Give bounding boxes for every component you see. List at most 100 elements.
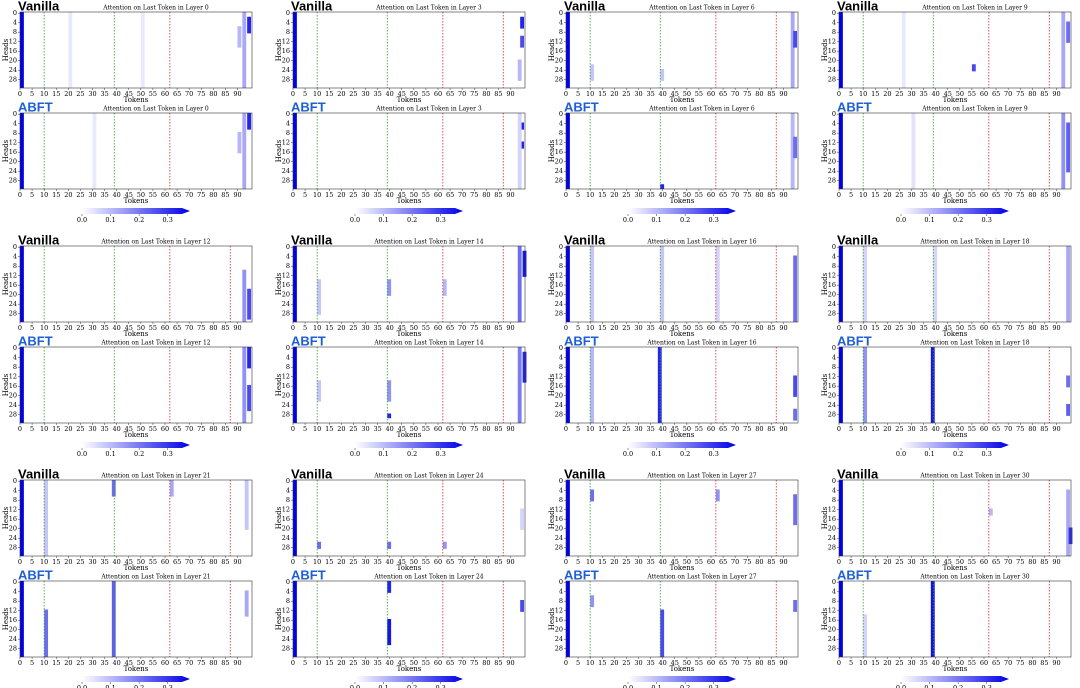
x-tick-label: 20 [883,425,891,433]
y-tick-label: 20 [555,392,563,400]
x-tick-label: 0 [564,90,568,98]
x-tick-label: 35 [919,558,927,566]
colorbar-tick-label: 0.3 [436,450,446,458]
heat-cell [793,375,798,397]
x-tick-label: 50 [683,191,691,199]
x-tick-label: 60 [980,425,988,433]
x-axis-label: Tokens [124,431,149,439]
panel-title: Attention on Last Token in Layer 18 [919,340,1029,347]
x-tick-label: 20 [337,90,345,98]
y-tick-label: 0 [286,344,290,352]
x-tick-label: 75 [197,659,205,667]
x-axis-label: Tokens [397,96,422,104]
y-tick-label: 24 [282,300,290,308]
y-tick-label: 24 [282,635,290,643]
x-axis-label: Tokens [124,665,149,673]
x-tick-label: 35 [100,324,108,332]
x-tick-label: 20 [64,90,72,98]
colorbar-tick-label: 0.2 [407,450,417,458]
x-tick-label: 55 [149,324,157,332]
plot-area [293,480,525,556]
heat-cell [293,581,297,657]
x-tick-label: 90 [233,324,241,332]
x-tick-label: 55 [422,425,430,433]
y-tick-label: 0 [13,9,17,17]
x-tick-label: 0 [564,191,568,199]
x-tick-label: 5 [303,324,307,332]
heat-cell [20,480,24,556]
x-tick-label: 60 [161,191,169,199]
x-tick-label: 35 [373,659,381,667]
x-tick-label: 40 [386,425,394,433]
x-tick-label: 40 [932,558,940,566]
heat-cell [442,279,447,296]
x-axis-label: Tokens [397,564,422,572]
x-tick-label: 15 [325,425,333,433]
x-tick-label: 85 [494,558,502,566]
x-tick-label: 40 [932,659,940,667]
heat-cell [20,581,24,657]
y-tick-label: 8 [286,496,290,504]
x-tick-label: 35 [919,324,927,332]
y-tick-label: 16 [282,281,290,289]
heat-cell [566,347,570,423]
y-tick-label: 24 [828,635,836,643]
x-tick-label: 15 [598,659,606,667]
y-tick-label: 28 [282,310,290,318]
x-tick-label: 0 [291,324,295,332]
x-tick-label: 65 [719,659,727,667]
x-tick-label: 45 [671,191,679,199]
panel-title: Attention on Last Token in Layer 9 [921,106,1028,113]
heat-cell [92,113,97,189]
heat-cell [522,351,527,383]
heat-cell [522,250,527,277]
x-tick-label: 90 [233,90,241,98]
heat-cell [111,581,116,657]
plot-area [20,347,252,423]
panel-label: Vanilla [837,466,879,481]
x-tick-label: 75 [197,191,205,199]
x-tick-label: 50 [137,90,145,98]
panel-label: ABFT [837,333,872,348]
x-tick-label: 65 [446,558,454,566]
y-tick-label: 0 [559,243,563,251]
x-tick-label: 65 [446,324,454,332]
x-tick-label: 55 [968,90,976,98]
x-tick-label: 40 [932,425,940,433]
plot-area [566,347,798,423]
y-axis-label: Heads [821,607,829,630]
y-tick-label: 0 [832,243,836,251]
x-tick-label: 65 [173,324,181,332]
panel-label: ABFT [291,333,326,348]
y-tick-label: 20 [9,158,17,166]
x-axis-label: Tokens [397,197,422,205]
y-tick-label: 20 [828,158,836,166]
y-tick-label: 24 [555,66,563,74]
y-axis-label: Heads [2,38,10,61]
y-axis-label: Heads [2,506,10,529]
x-tick-label: 0 [18,324,22,332]
x-tick-label: 60 [161,659,169,667]
plot-area [566,480,798,556]
x-tick-label: 10 [313,558,321,566]
x-tick-label: 45 [944,324,952,332]
x-tick-label: 60 [980,324,988,332]
colorbar [355,676,463,682]
x-tick-label: 15 [52,558,60,566]
x-tick-label: 85 [494,90,502,98]
x-tick-label: 5 [849,425,853,433]
x-tick-label: 15 [52,425,60,433]
panel-title: Attention on Last Token in Layer 12 [100,340,210,347]
x-tick-label: 0 [18,558,22,566]
x-tick-label: 85 [221,425,229,433]
y-tick-label: 12 [9,373,17,381]
y-tick-label: 4 [832,487,836,495]
plot-frame [565,11,799,89]
x-tick-label: 60 [434,425,442,433]
y-tick-label: 0 [559,578,563,586]
colorbar-tick-label: 0.1 [378,450,388,458]
x-tick-label: 50 [410,191,418,199]
x-tick-label: 20 [337,558,345,566]
x-tick-label: 90 [779,324,787,332]
x-tick-label: 40 [113,191,121,199]
